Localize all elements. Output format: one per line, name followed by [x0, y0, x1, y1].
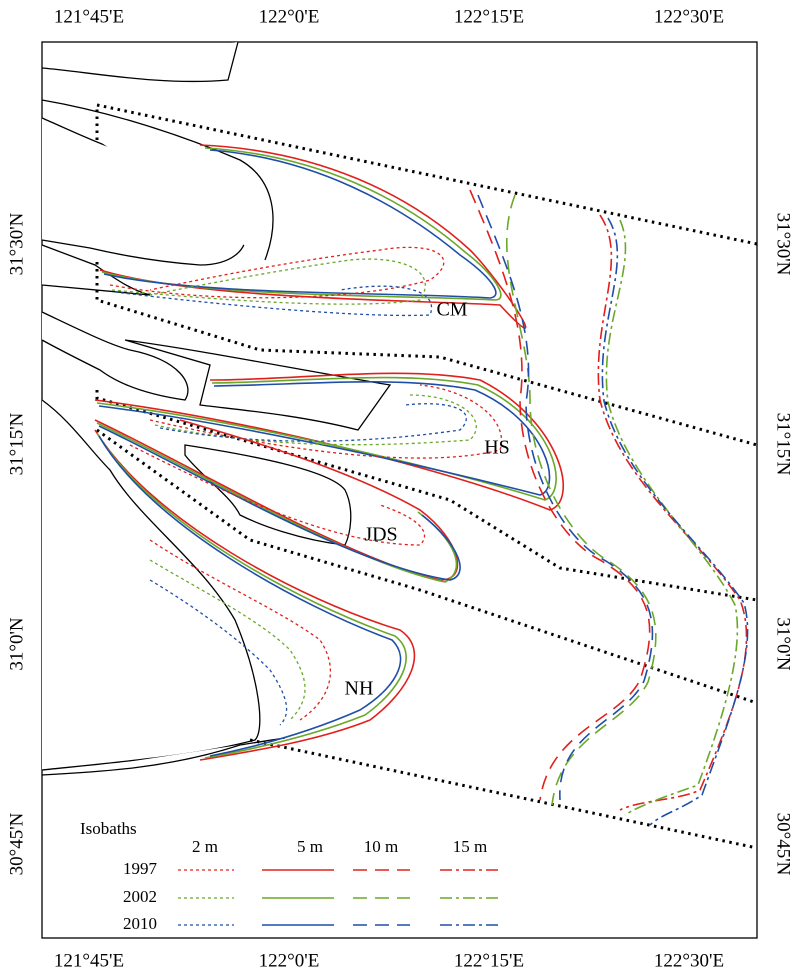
region-label: JDS — [364, 524, 397, 546]
isobath — [98, 435, 402, 757]
lon-label: 122°15'E — [454, 950, 524, 971]
isobath — [114, 285, 433, 317]
lat-label: 30°45'N — [773, 813, 794, 876]
lat-label: 31°30'N — [773, 213, 794, 276]
region-labels: CM HS JDS NH — [345, 299, 510, 700]
coast — [41, 41, 239, 83]
lon-label: 121°45'E — [54, 950, 124, 971]
region-label: CM — [436, 299, 467, 321]
transect-line — [95, 103, 758, 246]
isobath — [96, 432, 407, 759]
isobath — [597, 214, 748, 811]
isobath — [149, 539, 332, 721]
coast — [41, 737, 286, 776]
isobath — [605, 219, 739, 816]
lon-label: 122°0'E — [259, 950, 320, 971]
coast — [184, 444, 352, 546]
lat-label: 31°0'N — [773, 617, 794, 671]
lat-label: 31°30'N — [6, 212, 27, 275]
isobath — [477, 194, 654, 801]
isobath — [94, 429, 416, 761]
transects — [95, 103, 758, 850]
isobath — [109, 246, 445, 299]
lon-label: 122°30'E — [654, 6, 724, 27]
region-label: HS — [484, 437, 510, 459]
coast — [41, 311, 189, 401]
isobath — [98, 425, 461, 581]
isobaths — [94, 144, 749, 826]
lon-label: 122°0'E — [259, 6, 320, 27]
isobath — [154, 394, 477, 446]
legend-depth: 15 m — [453, 837, 487, 856]
legend: Isobaths 2 m 5 m 10 m 15 m 1997 2002 201… — [80, 819, 498, 933]
coastline — [41, 41, 392, 776]
coast — [41, 99, 274, 261]
transect-line — [95, 262, 758, 447]
legend-depth: 2 m — [192, 837, 218, 856]
isobath — [101, 147, 502, 301]
isobath — [159, 403, 467, 442]
legend-year: 2002 — [123, 887, 157, 906]
isobath — [103, 149, 497, 299]
legend-depth: 10 m — [364, 837, 398, 856]
lon-label: 122°30'E — [654, 950, 724, 971]
isobath — [149, 559, 306, 721]
lon-label: 121°45'E — [54, 6, 124, 27]
isobath — [469, 189, 651, 801]
transect-line — [249, 738, 758, 850]
isobath — [98, 381, 551, 496]
legend-year: 1997 — [123, 859, 158, 878]
region-label: NH — [345, 678, 374, 700]
legend-depth: 5 m — [297, 837, 323, 856]
legend-year: 2010 — [123, 914, 157, 933]
legend-title: Isobaths — [80, 819, 137, 838]
axis-ticks: 121°45'E 122°0'E 122°15'E 122°30'E 121°4… — [6, 6, 793, 971]
lat-label: 31°15'N — [6, 412, 27, 475]
isobath — [96, 376, 557, 501]
lat-label: 31°0'N — [6, 617, 27, 671]
isobath — [601, 217, 749, 826]
isobath — [506, 194, 657, 806]
isobath — [149, 579, 288, 726]
lat-label: 31°15'N — [773, 413, 794, 476]
lon-label: 122°15'E — [454, 6, 524, 27]
lat-label: 30°45'N — [6, 812, 27, 875]
isobath — [111, 258, 426, 305]
